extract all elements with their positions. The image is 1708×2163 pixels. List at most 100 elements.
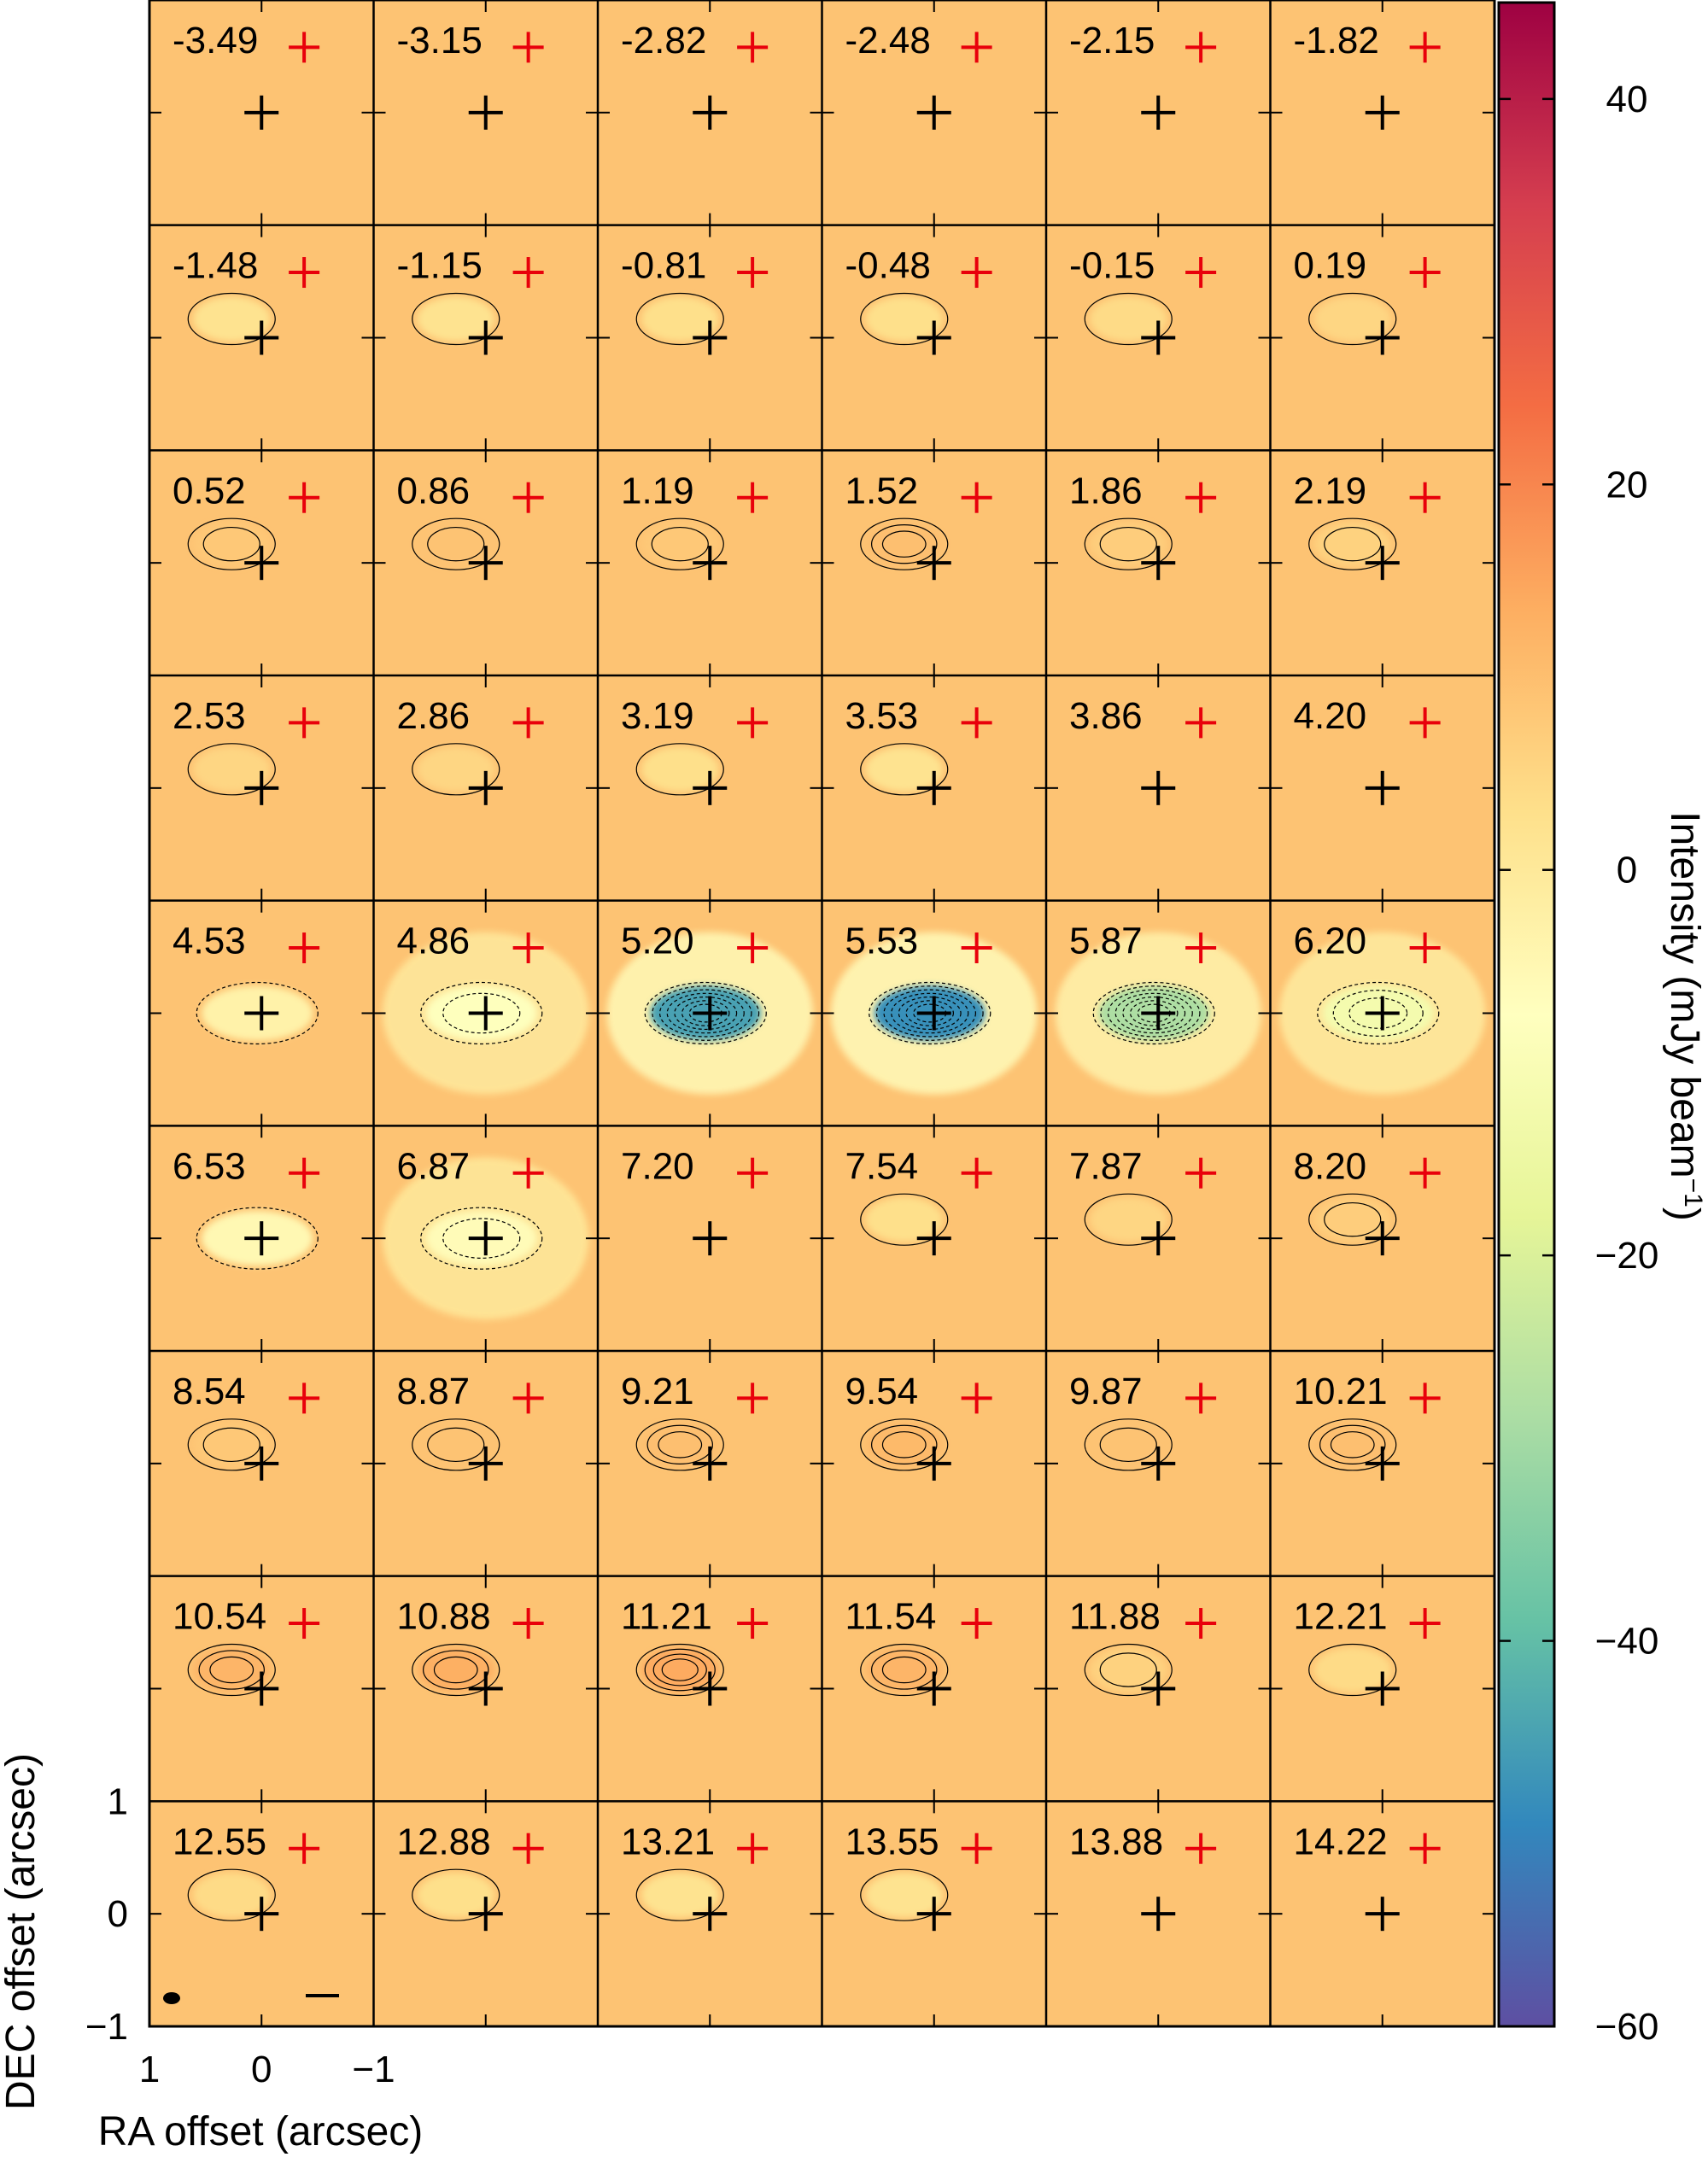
contour-line xyxy=(412,743,500,796)
contour-line xyxy=(871,523,938,564)
contour-line xyxy=(202,526,260,562)
channel-panel: 0.52 xyxy=(149,450,374,675)
contour-line xyxy=(427,526,485,562)
contour-line xyxy=(871,1650,938,1690)
velocity-label: 3.86 xyxy=(1069,695,1143,737)
contour-line xyxy=(412,1868,500,1921)
channel-panel: 9.54 xyxy=(822,1351,1046,1576)
contour-line xyxy=(1348,997,1408,1029)
channel-panel: 13.55 xyxy=(822,1801,1046,2026)
velocity-label: 1.19 xyxy=(621,470,694,512)
contour-line xyxy=(1308,1418,1397,1471)
velocity-label: -0.81 xyxy=(621,245,706,287)
contour-line xyxy=(860,1193,949,1246)
channel-panel: 6.20 xyxy=(1270,900,1494,1126)
velocity-label: -3.49 xyxy=(173,20,258,61)
contour-line xyxy=(635,1643,724,1697)
contour-line xyxy=(1084,1418,1173,1471)
contour-line xyxy=(1099,526,1157,562)
velocity-label: 14.22 xyxy=(1294,1821,1388,1862)
velocity-label: 12.55 xyxy=(173,1821,266,1862)
velocity-label: 4.20 xyxy=(1294,695,1367,737)
velocity-label: -2.82 xyxy=(621,20,706,61)
emission-blob xyxy=(1313,296,1391,342)
velocity-label: -1.82 xyxy=(1294,20,1379,61)
contour-line xyxy=(420,1207,543,1270)
channel-panel: 8.54 xyxy=(149,1351,374,1576)
channel-panel: 10.88 xyxy=(373,1575,598,1802)
channel-panel: 12.55 xyxy=(149,1801,374,2026)
contour-line xyxy=(1308,517,1397,570)
y-axis-label: DEC offset (arcsec) xyxy=(0,1753,44,2110)
velocity-label: 1.86 xyxy=(1069,470,1143,512)
contour-line xyxy=(187,292,276,346)
velocity-label: 5.53 xyxy=(845,921,919,962)
contour-line xyxy=(871,1424,938,1465)
emission-blob xyxy=(1313,1197,1391,1242)
contour-line xyxy=(1308,292,1397,346)
emission-blob xyxy=(1313,522,1391,567)
channel-panel: 1.19 xyxy=(598,450,822,675)
velocity-label: 5.87 xyxy=(1069,921,1143,962)
contour-line xyxy=(905,1000,955,1026)
channel-panel: 9.21 xyxy=(598,1351,822,1576)
velocity-label: -1.48 xyxy=(173,245,258,287)
velocity-label: 9.21 xyxy=(621,1371,694,1412)
contour-line xyxy=(202,1427,260,1463)
contour-line xyxy=(860,517,949,570)
velocity-label: 0.52 xyxy=(173,470,246,512)
contour-line xyxy=(427,1427,485,1463)
contour-line xyxy=(1107,989,1201,1038)
velocity-label: 6.20 xyxy=(1294,921,1367,962)
contour-line xyxy=(196,1207,319,1270)
velocity-label: 8.54 xyxy=(173,1371,246,1412)
channel-panel: 1.86 xyxy=(1046,450,1271,675)
contour-line xyxy=(1324,526,1382,562)
channel-panel: -3.49 xyxy=(149,0,374,225)
contour-line xyxy=(187,1643,276,1697)
channel-panel: 5.20 xyxy=(598,900,822,1126)
contour-line xyxy=(881,1431,927,1459)
contour-line xyxy=(1084,292,1173,346)
contour-line xyxy=(891,992,969,1034)
emission-blob xyxy=(193,746,271,792)
channel-panel: 7.20 xyxy=(598,1125,822,1351)
x-tick-label: −1 xyxy=(352,2049,395,2090)
emission-blob xyxy=(865,522,943,567)
channel-panel: 3.53 xyxy=(822,675,1046,901)
velocity-label: 1.52 xyxy=(845,470,919,512)
velocity-label: 3.53 xyxy=(845,695,919,737)
channel-panel: 11.21 xyxy=(598,1575,822,1802)
emission-blob xyxy=(641,746,719,792)
contour-line xyxy=(635,517,724,570)
contour-line xyxy=(661,1658,699,1681)
y-tick-label: 0 xyxy=(108,1893,128,1935)
contour-line xyxy=(1099,1652,1157,1687)
contour-line xyxy=(860,743,949,796)
emission-blob xyxy=(641,1873,719,1918)
channel-panel: -0.15 xyxy=(1046,225,1271,451)
velocity-label: -0.48 xyxy=(845,245,931,287)
velocity-label: 5.20 xyxy=(621,921,694,962)
contour-line xyxy=(1308,1643,1397,1697)
contour-line xyxy=(644,981,767,1045)
colorbar-tick-label: 20 xyxy=(1606,464,1648,506)
emission-blob xyxy=(417,1647,494,1692)
grid-frame xyxy=(148,0,1496,2028)
velocity-label: 7.54 xyxy=(845,1145,919,1187)
velocity-label: 12.88 xyxy=(397,1821,491,1862)
emission-blob xyxy=(1313,1647,1391,1692)
contour-line xyxy=(1332,990,1424,1037)
velocity-label: 11.88 xyxy=(1069,1596,1161,1638)
contour-line xyxy=(196,981,319,1045)
contour-line xyxy=(1317,981,1440,1045)
contour-line xyxy=(674,996,738,1031)
contour-line xyxy=(187,517,276,570)
velocity-label: 10.21 xyxy=(1294,1371,1388,1412)
contour-line xyxy=(1308,1193,1397,1246)
channel-panel: 4.20 xyxy=(1270,675,1494,901)
colorbar-tick-label: −60 xyxy=(1595,2006,1659,2048)
velocity-label: 13.55 xyxy=(845,1821,939,1862)
emission-blob xyxy=(417,1873,494,1918)
emission-blob xyxy=(1313,1422,1391,1467)
